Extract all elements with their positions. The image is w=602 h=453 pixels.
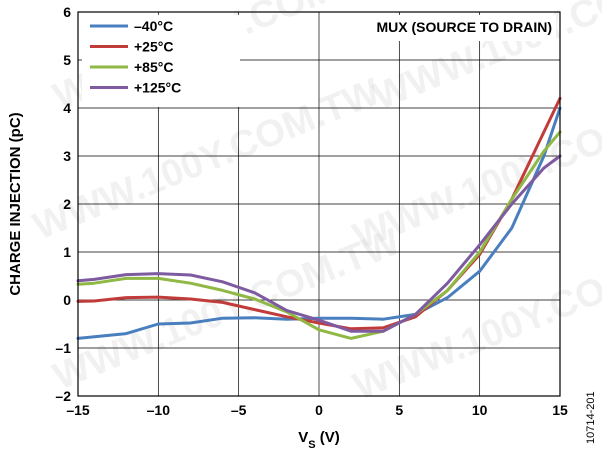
y-tick-label: 1 — [63, 244, 71, 260]
y-tick-label: 3 — [63, 148, 71, 164]
x-axis-label-unit: (V) — [316, 429, 340, 446]
x-tick-label: 5 — [395, 402, 403, 418]
series-line — [76, 154, 562, 333]
chart-annotation: MUX (SOURCE TO DRAIN) — [376, 19, 552, 35]
series-line — [76, 106, 562, 340]
legend-label: –40°C — [134, 18, 173, 34]
y-tick-label: 0 — [63, 292, 71, 308]
x-tick-label: 10 — [472, 402, 488, 418]
x-axis-ticks: –15 –10 –5 0 5 10 15 — [66, 402, 568, 418]
y-tick-label: 6 — [63, 4, 71, 20]
x-axis-label-main: V — [298, 429, 308, 446]
x-axis-label: VS (V) — [298, 429, 340, 451]
legend-label: +85°C — [134, 59, 173, 75]
y-tick-label: 5 — [63, 52, 71, 68]
x-tick-label: 15 — [552, 402, 568, 418]
annotation-background — [344, 15, 556, 41]
x-axis-label-subscript: S — [308, 439, 315, 451]
y-axis-label: CHARGE INJECTION (pC) — [7, 112, 24, 295]
figure-id: 10714-201 — [585, 391, 597, 444]
y-axis-ticks: –2 –1 0 1 2 3 4 5 6 — [55, 4, 71, 404]
x-tick-label: 0 — [315, 402, 323, 418]
series-lines — [76, 96, 562, 340]
y-tick-label: –1 — [55, 340, 71, 356]
x-tick-label: –5 — [231, 402, 247, 418]
plot-frame — [77, 11, 561, 397]
legend-label: +25°C — [134, 39, 173, 55]
y-tick-label: 4 — [63, 100, 71, 116]
legend-label: +125°C — [134, 80, 181, 96]
legend-background — [82, 15, 240, 107]
legend: –40°C +25°C +85°C +125°C — [82, 15, 556, 107]
y-tick-label: 2 — [63, 196, 71, 212]
x-tick-label: –10 — [147, 402, 171, 418]
y-tick-label: –2 — [55, 388, 71, 404]
x-tick-label: –15 — [66, 402, 90, 418]
series-line — [76, 130, 562, 340]
